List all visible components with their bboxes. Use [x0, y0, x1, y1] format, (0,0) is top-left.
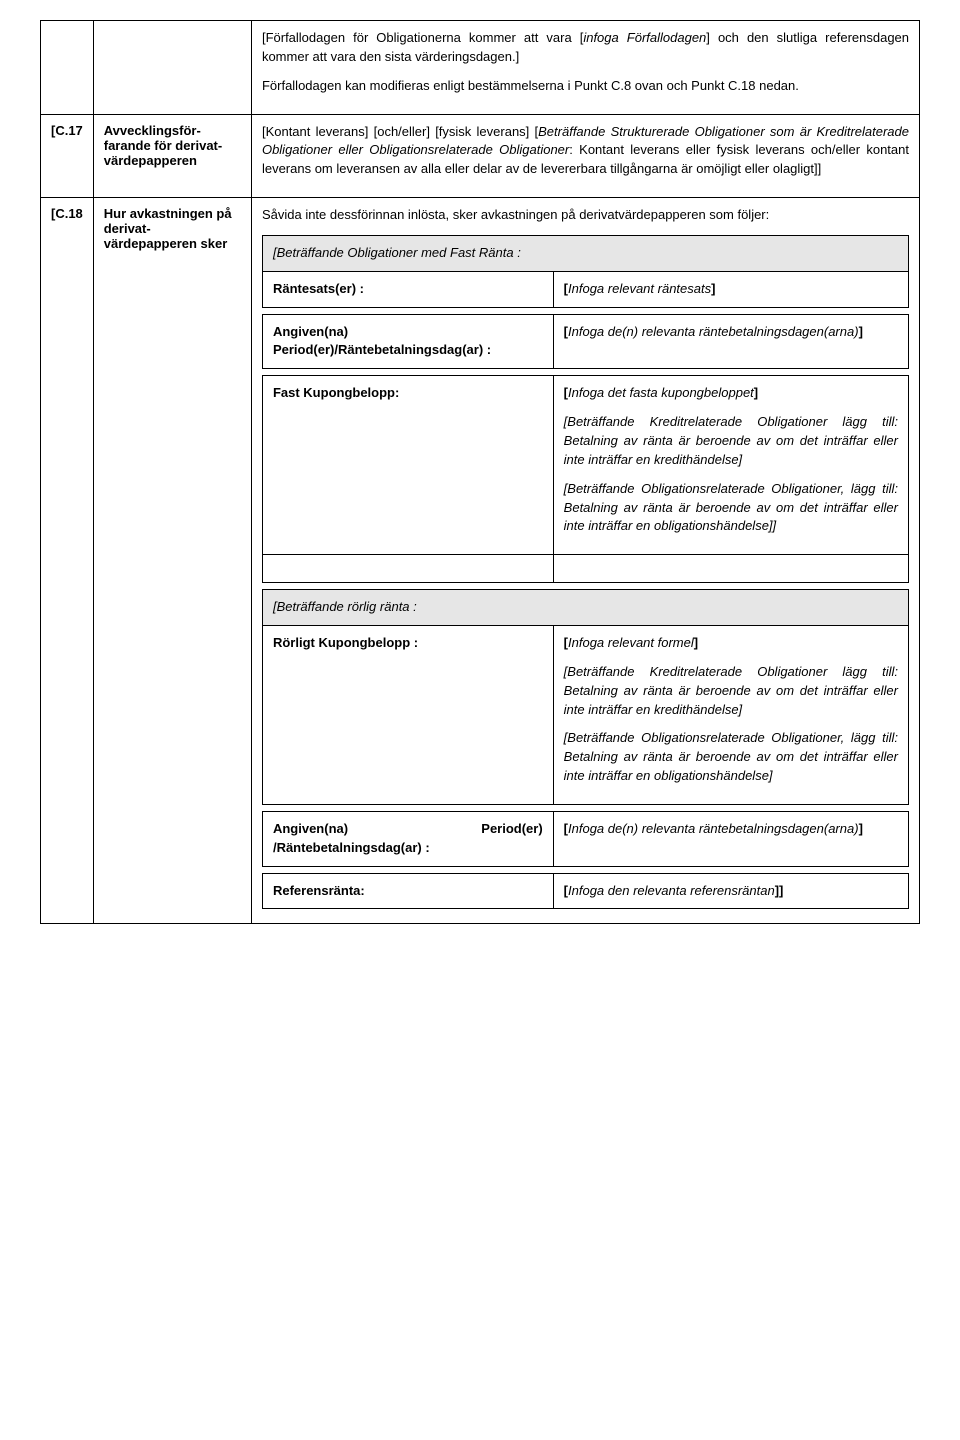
content-cell: Såvida inte dessförinnan inlösta, sker a… [251, 198, 919, 924]
content-cell: [Förfallodagen för Obligationerna kommer… [251, 21, 919, 115]
fixed-rate-table: [Beträffande Obligationer med Fast Ränta… [262, 235, 909, 308]
title-cell [93, 21, 251, 115]
title-cell: Avvecklingsför-farande för derivat-värde… [93, 114, 251, 198]
return-intro: Såvida inte dessförinnan inlösta, sker a… [262, 206, 909, 225]
floating-coupon-value: [Infoga relevant formel] [Beträffande Kr… [553, 626, 908, 805]
settlement-text: [Kontant leverans] [och/eller] [fysisk l… [262, 123, 909, 180]
ref-cell: [C.17 [41, 114, 94, 198]
floating-period-value: [Infoga de(n) relevanta räntebetalningsd… [553, 811, 908, 866]
fixed-rate-period-table: Angiven(na) Period(er)/Räntebetalningsda… [262, 314, 909, 370]
maturity-para: [Förfallodagen för Obligationerna kommer… [262, 29, 909, 67]
rate-value: [Infoga relevant räntesats] [553, 271, 908, 307]
floating-rate-header: [Beträffande rörlig ränta : [262, 590, 908, 626]
floating-coupon-label: Rörligt Kupongbelopp : [262, 626, 553, 805]
floating-rate-table: [Beträffande rörlig ränta : Rörligt Kupo… [262, 589, 909, 805]
floating-period-label: Angiven(na) Period(er) /Räntebetalningsd… [262, 811, 553, 866]
empty-cell [553, 555, 908, 583]
fixed-coupon-table: Fast Kupongbelopp: [Infoga det fasta kup… [262, 375, 909, 583]
maturity-note: Förfallodagen kan modifieras enligt best… [262, 77, 909, 96]
main-table: [Förfallodagen för Obligationerna kommer… [40, 20, 920, 924]
ref-cell: [C.18 [41, 198, 94, 924]
table-row: [C.17 Avvecklingsför-farande för derivat… [41, 114, 920, 198]
table-row: [Förfallodagen för Obligationerna kommer… [41, 21, 920, 115]
reference-rate-label: Referensränta: [262, 873, 553, 909]
table-row: [C.18 Hur avkastningen på derivat-värdep… [41, 198, 920, 924]
floating-period-table: Angiven(na) Period(er) /Räntebetalningsd… [262, 811, 909, 867]
fixed-rate-header: [Beträffande Obligationer med Fast Ränta… [262, 235, 908, 271]
ref-cell [41, 21, 94, 115]
reference-rate-value: [Infoga den relevanta referensräntan]] [553, 873, 908, 909]
empty-cell [262, 555, 553, 583]
rate-label: Räntesats(er) : [262, 271, 553, 307]
fixed-coupon-value: [Infoga det fasta kupongbeloppet] [Beträ… [553, 376, 908, 555]
title-cell: Hur avkastningen på derivat-värdepappere… [93, 198, 251, 924]
period-value: [Infoga de(n) relevanta räntebetalningsd… [553, 314, 908, 369]
fixed-coupon-label: Fast Kupongbelopp: [262, 376, 553, 555]
reference-rate-table: Referensränta: [Infoga den relevanta ref… [262, 873, 909, 910]
content-cell: [Kontant leverans] [och/eller] [fysisk l… [251, 114, 919, 198]
period-label: Angiven(na) Period(er)/Räntebetalningsda… [262, 314, 553, 369]
